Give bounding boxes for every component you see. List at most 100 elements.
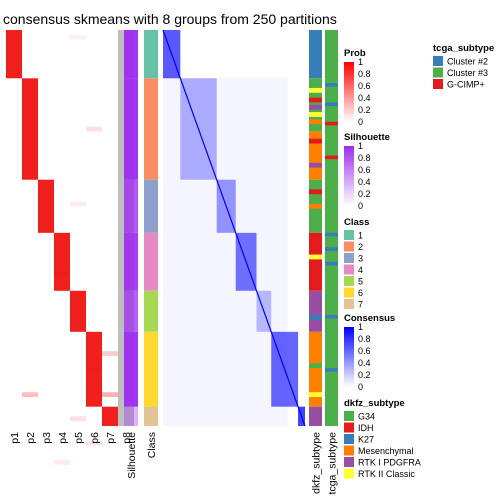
dkfz-legend-label: IDH (358, 423, 374, 433)
silhouette-legend-tick: 0.8 (358, 153, 371, 163)
tcga-legend-swatch (433, 56, 443, 66)
silhouette-legend-gradient (344, 146, 354, 206)
consensus-faint-offblock (163, 78, 288, 426)
tcga-segment (325, 102, 338, 107)
dkfz-segment (309, 131, 322, 180)
column-label-dkfz-subtype: dkfz_subtype (311, 432, 323, 494)
tcga-legend-label: Cluster #3 (447, 68, 488, 78)
tcga-legend-swatch (433, 67, 443, 78)
dkfz-segment (309, 203, 322, 209)
class-legend-label: 3 (358, 254, 363, 264)
class-segment-7 (144, 406, 158, 426)
chart-title: consensus skmeans with 8 groups from 250… (3, 11, 337, 27)
prob-cell-class-2 (22, 78, 38, 180)
class-segment-3 (144, 179, 158, 233)
silhouette-segment-class-7 (124, 406, 138, 426)
dkfz-segment (309, 138, 322, 144)
class-legend-swatch (344, 264, 354, 275)
dkfz-legend-label: G34 (358, 412, 375, 422)
dkfz-segment (309, 232, 322, 291)
class-legend-title: Class (344, 217, 369, 228)
dkfz-legend-label: RTK II Classic (358, 469, 415, 479)
prob-faint-cell (54, 271, 70, 277)
dkfz-segment (309, 162, 322, 168)
prob-cell-class-1 (6, 30, 22, 79)
tcga-legend-label: G-CIMP+ (447, 80, 485, 90)
class-bar (144, 30, 158, 426)
consensus-legend-tick: 0.8 (358, 334, 371, 344)
dkfz-legend-swatch (344, 457, 354, 467)
consensus-legend-tick: 0.6 (358, 346, 371, 356)
class-legend-swatch (344, 230, 354, 240)
silhouette-legend-tick: 0.4 (358, 177, 371, 187)
consensus-legend-tick: 1 (358, 322, 363, 332)
class-legend-swatch (344, 287, 354, 298)
prob-legend-tick: 0.6 (358, 81, 371, 91)
dkfz-legend-swatch (344, 411, 354, 421)
dkfz-segment (309, 314, 322, 320)
prob-faint-cell (70, 416, 86, 422)
prob-faint-cell (86, 368, 102, 373)
consensus-diagonal (162, 29, 306, 427)
dkfz-legend-swatch (344, 468, 354, 479)
class-segment-4 (144, 232, 158, 291)
tcga-segment (325, 232, 338, 237)
class-legend-swatch (344, 276, 354, 286)
silhouette-legend-tick: 0.6 (358, 165, 371, 175)
prob-legend-tick: 0.2 (358, 105, 371, 115)
legends: Prob10.80.60.40.20Silhouette10.80.60.40.… (344, 43, 494, 479)
dkfz-segment (309, 97, 322, 103)
dkfz-legend-swatch (344, 434, 354, 444)
silhouette-segment-class-5 (124, 290, 138, 332)
column-label-p4: p4 (57, 432, 69, 444)
consensus-legend-gradient (344, 327, 354, 387)
column-label-p1: p1 (9, 432, 21, 444)
prob-cell-class-5 (70, 290, 86, 332)
tcga-legend-swatch (433, 79, 443, 89)
class-legend-label: 2 (358, 242, 363, 252)
prob-legend-tick: 1 (358, 57, 363, 67)
class-legend-label: 6 (358, 288, 363, 298)
tcga-segment (325, 314, 338, 319)
class-legend-swatch (344, 241, 354, 252)
column-label-p6: p6 (89, 432, 101, 444)
class-legend-label: 7 (358, 300, 363, 310)
dkfz-segment (309, 363, 322, 369)
tcga-segment (325, 83, 338, 87)
prob-cell-class-7 (102, 406, 118, 426)
prob-faint-cell (22, 392, 38, 398)
column-label-p5: p5 (73, 432, 85, 444)
column-label-class: Class (146, 432, 158, 458)
dkfz-legend-label: RTK I PDGFRA (358, 458, 421, 468)
class-segment-6 (144, 331, 158, 407)
silhouette-segment-class-4 (124, 232, 138, 291)
column-label-p7: p7 (105, 432, 117, 444)
dkfz-legend-swatch (344, 445, 354, 456)
dkfz-legend-swatch (344, 422, 354, 433)
class-segment-5 (144, 290, 158, 332)
class-legend-label: 5 (358, 277, 363, 287)
silhouette-legend-tick: 0.2 (358, 189, 371, 199)
silhouette-legend-tick: 1 (358, 141, 363, 151)
dkfz-segment (309, 331, 322, 407)
silhouette-segment-class-3 (124, 179, 138, 233)
tcga-legend-title: tcga_subtype (433, 43, 494, 54)
prob-faint-cell (102, 392, 118, 398)
tcga-segment (325, 30, 338, 426)
consensus-legend-tick: 0 (358, 382, 363, 392)
dkfz-segment (309, 104, 322, 110)
dkfz-segment (309, 290, 322, 332)
silhouette-legend-tick: 0 (358, 201, 363, 211)
dkfz-legend-label: K27 (358, 435, 374, 445)
dkfz-segment (309, 119, 322, 125)
class-segment-2 (144, 78, 158, 180)
class-legend-label: 1 (358, 231, 363, 241)
prob-faint-cell (86, 126, 102, 132)
column-label-tcga-subtype: tcga_subtype (327, 432, 339, 495)
prob-cell-class-6 (86, 331, 102, 407)
prob-legend-title: Prob (344, 48, 366, 59)
silhouette-segment-class-1 (124, 30, 138, 79)
prob-faint-cell (102, 351, 118, 356)
